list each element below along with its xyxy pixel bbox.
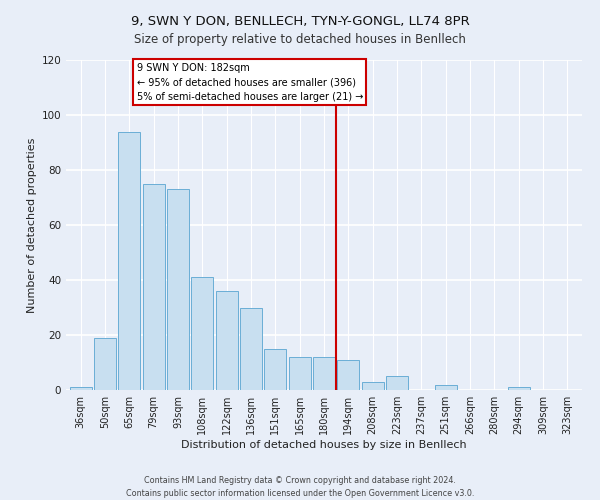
Bar xyxy=(362,382,383,390)
Text: 9 SWN Y DON: 182sqm
← 95% of detached houses are smaller (396)
5% of semi-detach: 9 SWN Y DON: 182sqm ← 95% of detached ho… xyxy=(137,62,363,102)
Bar xyxy=(191,277,213,390)
Bar xyxy=(265,349,286,390)
Bar xyxy=(337,360,359,390)
Text: Contains HM Land Registry data © Crown copyright and database right 2024.
Contai: Contains HM Land Registry data © Crown c… xyxy=(126,476,474,498)
Text: 9, SWN Y DON, BENLLECH, TYN-Y-GONGL, LL74 8PR: 9, SWN Y DON, BENLLECH, TYN-Y-GONGL, LL7… xyxy=(131,15,469,28)
Bar xyxy=(167,189,189,390)
Bar xyxy=(240,308,262,390)
Bar xyxy=(143,184,164,390)
Bar xyxy=(313,357,335,390)
Bar xyxy=(70,387,92,390)
Bar xyxy=(94,338,116,390)
Bar xyxy=(215,291,238,390)
Y-axis label: Number of detached properties: Number of detached properties xyxy=(27,138,37,312)
Bar xyxy=(289,357,311,390)
Bar xyxy=(386,376,408,390)
Text: Size of property relative to detached houses in Benllech: Size of property relative to detached ho… xyxy=(134,32,466,46)
Bar xyxy=(118,132,140,390)
Bar xyxy=(508,387,530,390)
X-axis label: Distribution of detached houses by size in Benllech: Distribution of detached houses by size … xyxy=(181,440,467,450)
Bar xyxy=(435,384,457,390)
